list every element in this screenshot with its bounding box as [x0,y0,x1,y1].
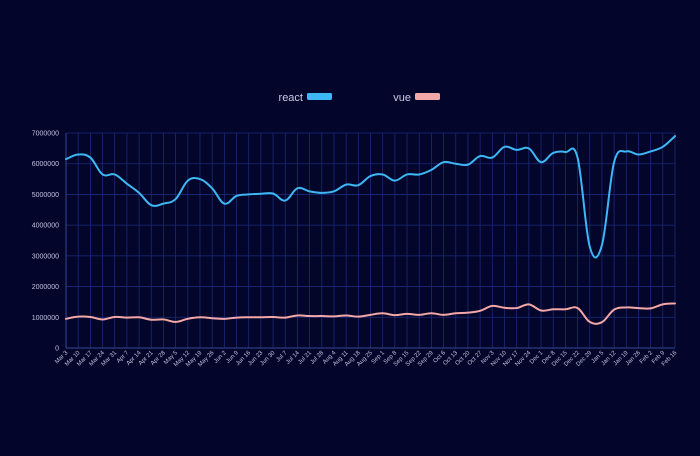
y-tick-label: 7000000 [32,131,59,138]
y-tick-label: 4000000 [32,223,59,230]
series-line-vue [65,302,676,325]
y-tick-label: 1000000 [32,315,59,322]
axes [65,133,675,349]
legend-label-vue: vue [393,92,411,104]
y-tick-label: 5000000 [32,192,59,199]
y-tick-label: 3000000 [32,253,59,260]
y-axis-ticks: 0 1000000 2000000 3000000 4000000 5000000 6000… [32,131,59,353]
legend-label-react: react [279,92,303,104]
y-tick-label: 2000000 [32,284,59,291]
legend-swatch-vue [415,93,440,100]
series-line-react [65,135,676,259]
series-lines [65,135,676,325]
legend: react vue [279,92,440,104]
x-tick-label: Oct 27 [467,350,484,367]
y-tick-label: 0 [55,346,59,353]
y-tick-label: 6000000 [32,161,59,168]
legend-swatch-react [307,93,332,100]
grid [65,132,676,349]
